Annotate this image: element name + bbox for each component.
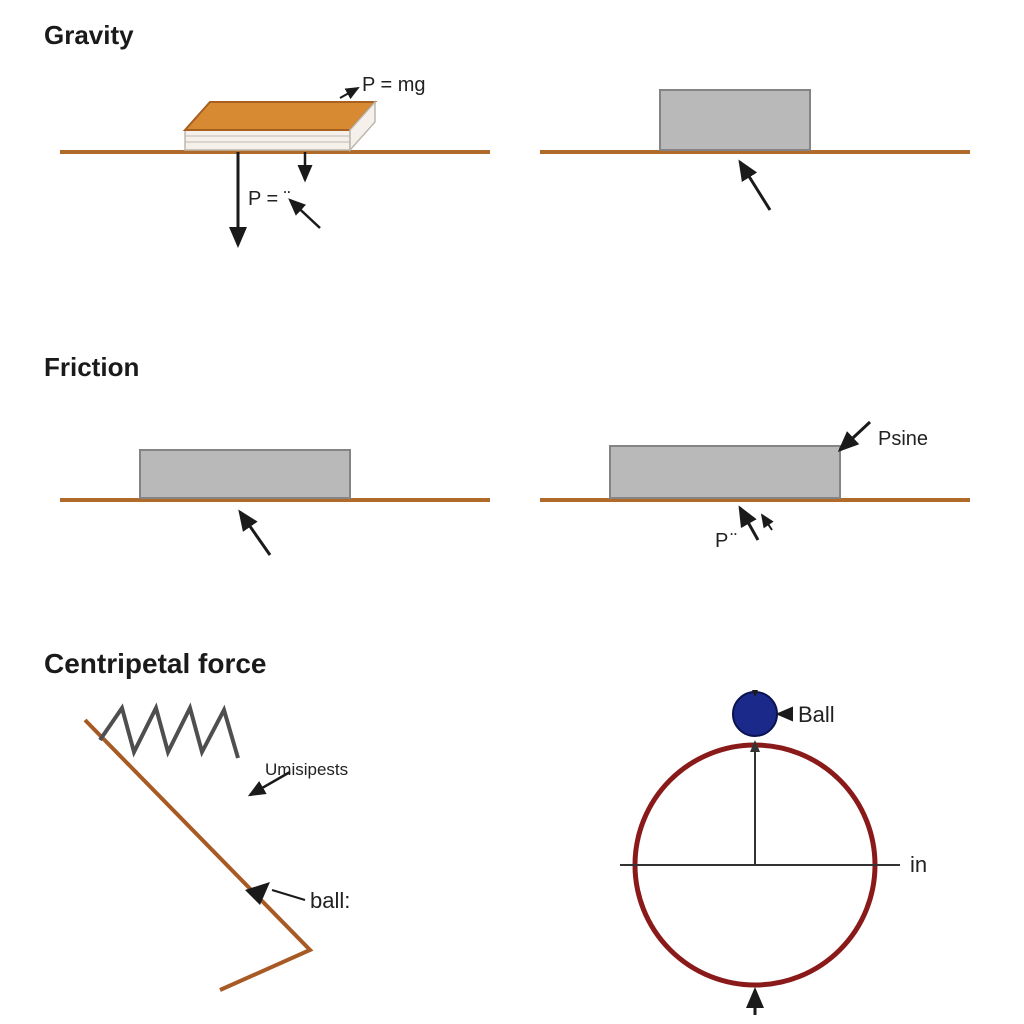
- centripetal-left-panel: Umisipests ball:: [60, 690, 490, 1010]
- ball-icon: [733, 692, 777, 736]
- p-up-arrow-2: [762, 515, 772, 530]
- label-ball-lower: ball:: [310, 888, 350, 914]
- block-icon: [610, 446, 840, 498]
- centripetal-right-panel: Ball in: [560, 690, 990, 1020]
- normal-arrow: [740, 162, 770, 210]
- block-icon: [140, 450, 350, 498]
- ball-label-pointer: [272, 890, 305, 900]
- gravity-left-panel: P = mg P = ¨: [60, 60, 490, 280]
- friction-title: Friction: [44, 352, 139, 383]
- spring-icon: [100, 708, 238, 758]
- friction-left-panel: [60, 390, 490, 590]
- label-p-dot: P ̈: [715, 530, 734, 553]
- label-p-eq: P = ¨: [248, 188, 290, 211]
- gravity-right-panel: [540, 60, 970, 280]
- up-arrow: [240, 512, 270, 555]
- p-up-arrow: [740, 508, 758, 540]
- label-in: in: [910, 852, 927, 878]
- friction-right-panel: Psine P ̈: [540, 390, 970, 590]
- gravity-title: Gravity: [44, 20, 134, 51]
- label-ball-upper: Ball: [798, 702, 835, 728]
- book-icon: [185, 102, 375, 150]
- block-icon: [660, 90, 810, 150]
- label-psine: Psine: [878, 428, 928, 451]
- centripetal-title: Centripetal force: [44, 648, 267, 680]
- label-umisip: Umisipests: [265, 760, 348, 780]
- pmg-pointer: [340, 88, 358, 98]
- label-p-mg: P = mg: [362, 74, 426, 97]
- psine-arrow: [840, 422, 870, 450]
- p-eq-arrow: [290, 200, 320, 228]
